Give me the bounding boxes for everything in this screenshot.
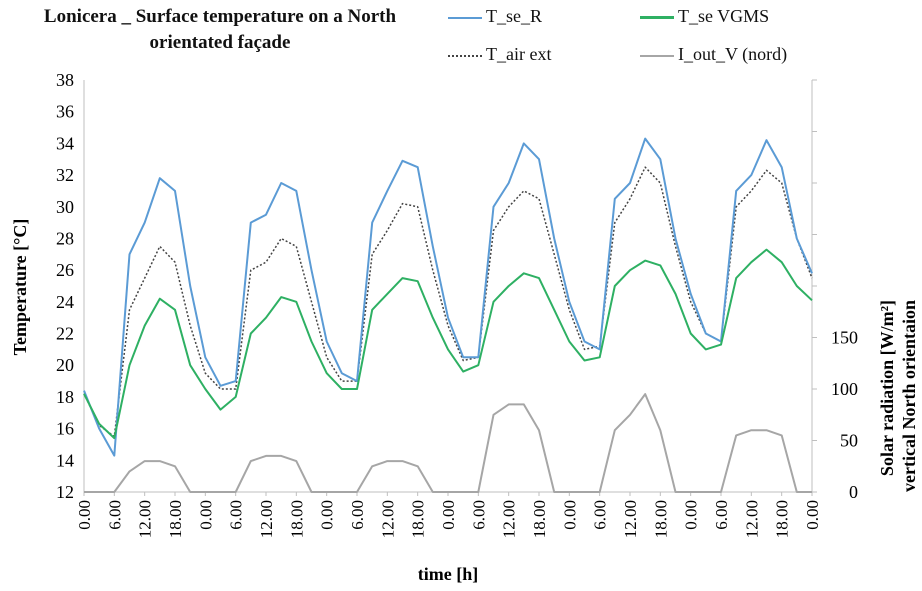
legend-swatch	[448, 16, 482, 19]
chart-title: Lonicera _ Surface temperature on a Nort…	[43, 6, 397, 53]
x-tick-label: 18.00	[409, 500, 428, 538]
y-tick-label: 16	[56, 419, 74, 439]
y-tick-label: 12	[56, 482, 74, 502]
y2-tick-label: 100	[831, 379, 858, 399]
legend-item-t-air-ext: T_air ext	[448, 44, 551, 65]
x-tick-label: 18.00	[530, 500, 549, 538]
series-line-t-se-r	[83, 137, 813, 457]
y-axis-label: Temperature [°C]	[10, 219, 30, 356]
x-tick-label: 6.00	[105, 500, 124, 530]
x-tick-label: 0.00	[560, 500, 579, 530]
x-tick-label: 6.00	[469, 500, 488, 530]
series-line-t-air-ext	[83, 166, 813, 438]
x-tick-label: 0.00	[318, 500, 337, 530]
legend-item-t-se-r: T_se_R	[448, 6, 542, 27]
y-tick-label: 34	[56, 133, 74, 153]
x-tick-label: 18.00	[287, 500, 306, 538]
x-tick-label: 12.00	[136, 500, 155, 538]
y-tick-label: 32	[56, 165, 74, 185]
y-tick-label: 22	[56, 324, 74, 344]
y2-tick-label: 150	[831, 328, 858, 348]
x-tick-label: 0.00	[439, 500, 458, 530]
legend-item-i-out-v: I_out_V (nord)	[640, 44, 787, 65]
x-tick-label: 18.00	[166, 500, 185, 538]
y2-tick-label: 0	[849, 482, 858, 502]
y-tick-label: 24	[56, 292, 74, 312]
x-tick-label: 0.00	[682, 500, 701, 530]
y-tick-label: 28	[56, 228, 74, 248]
axis-labels: Temperature [°C] time [h] Solar radiatio…	[10, 219, 919, 584]
y-tick-label: 20	[56, 355, 74, 375]
x-axis-label: time [h]	[418, 564, 478, 584]
x-tick-label: 18.00	[773, 500, 792, 538]
y-tick-label: 38	[56, 70, 74, 90]
x-tick-label: 6.00	[591, 500, 610, 530]
legend-label: T_se VGMS	[678, 6, 770, 26]
legend-swatch	[640, 54, 674, 57]
x-tick-label: 0.00	[803, 500, 822, 530]
y2-axis-label-line2: vertical North orientaion	[899, 300, 919, 492]
x-tick-label: 6.00	[712, 500, 731, 530]
legend-label: I_out_V (nord)	[678, 44, 788, 64]
x-tick-label: 12.00	[742, 500, 761, 538]
y-tick-label: 18	[56, 387, 74, 407]
y2-axis-label-line1: Solar radiation [W/m²]	[877, 300, 897, 476]
x-tick-label: 12.00	[257, 500, 276, 538]
legend-swatch	[640, 16, 674, 20]
y-tick-label: 36	[56, 102, 74, 122]
legend-item-t-se-vgms: T_se VGMS	[640, 6, 769, 27]
series-line-t-se-vgms	[83, 248, 813, 440]
x-tick-label: 0.00	[75, 500, 94, 530]
x-tick-label: 12.00	[378, 500, 397, 538]
y-tick-label: 14	[56, 450, 74, 470]
x-tick-label: 12.00	[621, 500, 640, 538]
y-tick-label: 26	[56, 260, 74, 280]
legend-swatch	[448, 54, 482, 57]
x-tick-label: 6.00	[348, 500, 367, 530]
x-tick-label: 12.00	[500, 500, 519, 538]
series-line-i-out-v-nord	[84, 393, 812, 493]
x-tick-label: 6.00	[227, 500, 246, 530]
y2-tick-label: 50	[840, 431, 858, 451]
y-tick-label: 30	[56, 197, 74, 217]
x-tick-label: 0.00	[196, 500, 215, 530]
legend-label: T_air ext	[486, 44, 552, 64]
legend-label: T_se_R	[486, 6, 542, 26]
x-tick-label: 18.00	[651, 500, 670, 538]
series-layer	[83, 137, 813, 493]
